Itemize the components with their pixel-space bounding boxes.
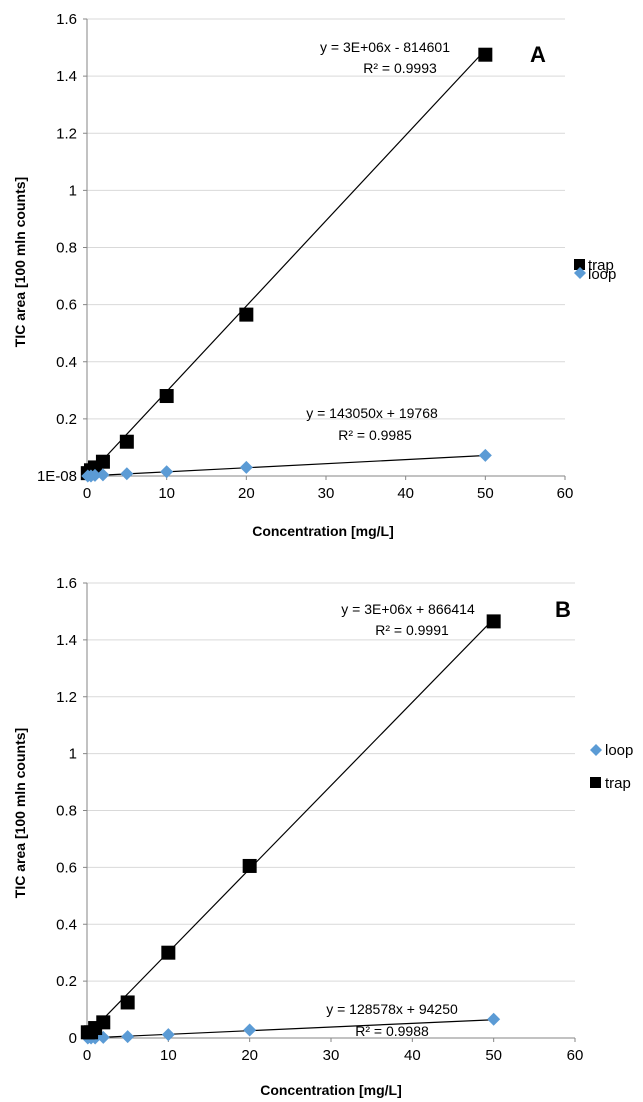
- y-tick-label: 0.8: [56, 803, 77, 820]
- data-point-trap: [161, 945, 176, 960]
- legend-marker-loop: [590, 744, 602, 756]
- data-point-trap: [95, 454, 110, 469]
- y-tick-label: 1.2: [56, 689, 77, 706]
- data-point-loop: [487, 1012, 501, 1026]
- x-tick-label: 50: [485, 1047, 502, 1064]
- data-point-trap: [239, 307, 254, 322]
- data-point-loop: [478, 448, 492, 462]
- data-markers: [80, 47, 493, 483]
- chart-panel-b: 0 0.2 0.4 0.6 0.8 1 1.2 1.4 1.6 0 10 20 30 40 50 60 B y…: [12, 575, 633, 1098]
- trendline-trap: [87, 618, 495, 1036]
- y-tick-label: 0.6: [56, 859, 77, 876]
- loop-equation: y = 143050x + 19768: [306, 405, 438, 421]
- x-tick-label: 30: [318, 485, 335, 502]
- data-point-trap: [242, 858, 257, 873]
- data-point-trap: [478, 47, 493, 62]
- x-tick-label: 40: [397, 485, 414, 502]
- y-tick-label: 0.6: [56, 297, 77, 314]
- y-axis-title: TIC area [100 mln counts]: [12, 728, 28, 898]
- loop-equation: y = 128578x + 94250: [326, 1001, 458, 1017]
- legend-label-trap: trap: [588, 257, 614, 274]
- tick-labels: 1E-08 0.2 0.4 0.6 0.8 1 1.2 1.4 1.6 0 10 20 30 40 50 60: [37, 11, 573, 502]
- legend-label-loop: loop: [588, 266, 616, 283]
- x-axis-title: Concentration [mg/L]: [252, 523, 394, 539]
- y-tick-label: 0.8: [56, 240, 77, 257]
- y-tick-label: 0: [69, 1030, 77, 1047]
- y-tick-label: 1.2: [56, 125, 77, 142]
- y-tick-label: 0.2: [56, 411, 77, 428]
- legend: trap loop: [574, 257, 616, 283]
- trendlines: [87, 618, 495, 1039]
- x-tick-label: 60: [567, 1047, 584, 1064]
- x-tick-label: 20: [238, 485, 255, 502]
- data-markers: [80, 614, 501, 1045]
- legend-marker-loop: [574, 267, 586, 279]
- panel-label: B: [555, 597, 571, 622]
- y-tick-label: 0.2: [56, 973, 77, 990]
- y-tick-label: 1.4: [56, 632, 77, 649]
- legend-label-loop: loop: [605, 742, 633, 759]
- axes: [83, 582, 576, 1042]
- data-point-loop: [243, 1023, 257, 1037]
- data-point-loop: [88, 468, 102, 482]
- data-point-loop: [96, 468, 110, 482]
- chart-panel-a: 1E-08 0.2 0.4 0.6 0.8 1 1.2 1.4 1.6 0 10 20 30 40 50 60…: [12, 11, 616, 539]
- data-point-trap: [159, 389, 174, 404]
- legend: loop trap: [590, 742, 633, 792]
- y-axis-title: TIC area [100 mln counts]: [12, 177, 28, 347]
- trendline-loop: [87, 454, 486, 477]
- trendline-trap: [87, 49, 486, 477]
- x-axis-title: Concentration [mg/L]: [260, 1082, 402, 1098]
- loop-r2: R² = 0.9988: [355, 1023, 429, 1039]
- data-point-trap: [96, 1015, 111, 1030]
- x-tick-label: 30: [323, 1047, 340, 1064]
- legend-marker-trap: [574, 259, 585, 270]
- y-tick-label: 0.4: [56, 916, 77, 933]
- x-tick-label: 50: [477, 485, 494, 502]
- y-tick-label: 1E-08: [37, 468, 77, 485]
- y-tick-label: 1.6: [56, 575, 77, 592]
- data-point-trap: [119, 434, 134, 449]
- data-point-loop: [239, 460, 253, 474]
- gridlines: [87, 582, 575, 982]
- trap-r2: R² = 0.9993: [363, 60, 437, 76]
- y-tick-label: 1.6: [56, 11, 77, 28]
- x-tick-label: 20: [241, 1047, 258, 1064]
- x-tick-label: 40: [404, 1047, 421, 1064]
- data-point-trap: [486, 614, 501, 629]
- y-tick-label: 0.4: [56, 354, 77, 371]
- data-point-loop: [120, 467, 134, 481]
- gridlines: [87, 18, 565, 420]
- data-point-loop: [160, 465, 174, 479]
- legend-label-trap: trap: [605, 775, 631, 792]
- x-tick-label: 0: [83, 1047, 91, 1064]
- x-tick-label: 60: [557, 485, 574, 502]
- tick-labels: 0 0.2 0.4 0.6 0.8 1 1.2 1.4 1.6 0 10 20 30 40 50 60: [56, 575, 583, 1064]
- x-tick-label: 0: [83, 485, 91, 502]
- legend-marker-trap: [590, 777, 601, 788]
- data-point-loop: [161, 1028, 175, 1042]
- y-tick-label: 1.4: [56, 68, 77, 85]
- data-point-trap: [120, 995, 135, 1010]
- x-tick-label: 10: [160, 1047, 177, 1064]
- data-point-loop: [121, 1030, 135, 1044]
- trap-r2: R² = 0.9991: [375, 622, 449, 638]
- trap-equation: y = 3E+06x + 866414: [341, 601, 475, 617]
- trendlines: [87, 49, 486, 477]
- y-tick-label: 1: [69, 182, 77, 199]
- x-tick-label: 10: [158, 485, 175, 502]
- trendline-loop: [87, 1019, 494, 1039]
- y-tick-label: 1: [69, 746, 77, 763]
- panel-label: A: [530, 42, 546, 67]
- trap-equation: y = 3E+06x - 814601: [320, 39, 450, 55]
- loop-r2: R² = 0.9985: [338, 427, 412, 443]
